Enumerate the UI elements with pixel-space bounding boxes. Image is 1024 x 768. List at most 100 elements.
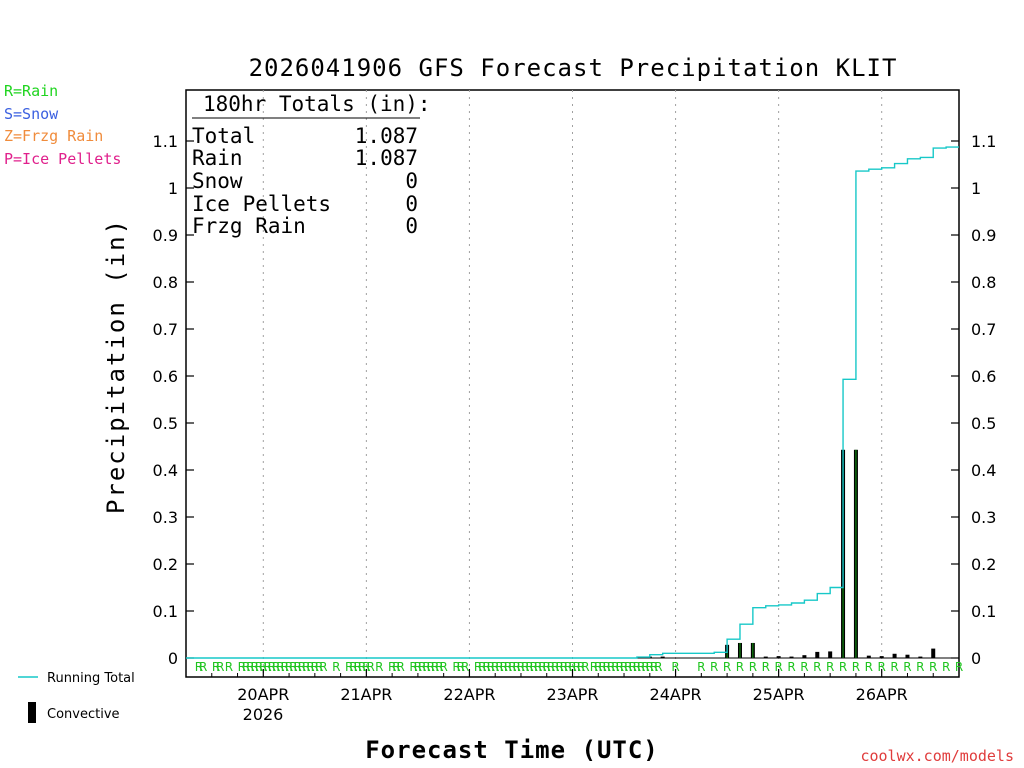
precip-type-marker: R bbox=[650, 660, 658, 674]
y-tick-label-right: 1 bbox=[971, 179, 981, 198]
precip-type-marker: R bbox=[607, 660, 615, 674]
precip-type-marker: R bbox=[594, 660, 602, 674]
precip-type-marker: R bbox=[474, 660, 482, 674]
precip-type-marker: R bbox=[564, 660, 572, 674]
convective-bar bbox=[828, 651, 833, 658]
precip-type-marker: R bbox=[238, 660, 246, 674]
y-tick-label-right: 0.1 bbox=[971, 602, 996, 621]
precip-type-marker: R bbox=[306, 660, 314, 674]
convective-bar bbox=[776, 656, 781, 658]
precip-type-marker: R bbox=[461, 660, 469, 674]
precip-type-marker: R bbox=[633, 660, 641, 674]
precip-type-marker: R bbox=[422, 660, 430, 674]
totals-header: 180hr Totals (in): bbox=[203, 92, 431, 116]
precip-type-marker: R bbox=[762, 660, 770, 674]
totals-frzg-rain-label: Frzg Rain bbox=[192, 214, 306, 238]
x-tick-label: 23APR bbox=[546, 685, 598, 704]
legend-ice-pellets: P=Ice Pellets bbox=[4, 150, 121, 168]
totals-ice-pellets-label: Ice Pellets bbox=[192, 192, 331, 216]
convective-bar bbox=[763, 656, 768, 658]
precip-type-marker: R bbox=[890, 660, 898, 674]
precip-type-marker: R bbox=[560, 660, 568, 674]
precip-type-marker: R bbox=[349, 660, 357, 674]
y-tick-label-left: 0.2 bbox=[153, 555, 178, 574]
y-tick-label-left: 1.1 bbox=[153, 132, 178, 151]
precip-type-marker: R bbox=[581, 660, 589, 674]
totals-snow-value: 0 bbox=[405, 169, 418, 193]
precip-type-marker: R bbox=[457, 660, 465, 674]
precip-type-marker: R bbox=[787, 660, 795, 674]
precip-type-marker: R bbox=[272, 660, 280, 674]
convective-bar bbox=[879, 656, 884, 658]
totals-snow-label: Snow bbox=[192, 169, 243, 193]
x-tick-label: 21APR bbox=[340, 685, 392, 704]
precip-type-marker: R bbox=[774, 660, 782, 674]
precip-type-marker: R bbox=[388, 660, 396, 674]
precip-type-marker: R bbox=[431, 660, 439, 674]
precip-type-marker: R bbox=[620, 660, 628, 674]
precip-type-marker: R bbox=[302, 660, 310, 674]
x-axis-label: Forecast Time (UTC) bbox=[365, 736, 659, 764]
y-tick-label-right: 0.4 bbox=[971, 461, 996, 480]
totals-box: 180hr Totals (in): Total 1.087 Rain 1.08… bbox=[192, 92, 431, 238]
convective-bar bbox=[892, 653, 897, 658]
precip-type-marker: R bbox=[319, 660, 327, 674]
precip-type-marker: R bbox=[637, 660, 645, 674]
precip-type-marker: R bbox=[195, 660, 203, 674]
precip-type-marker: R bbox=[723, 660, 731, 674]
x-tick-label: 24APR bbox=[650, 685, 702, 704]
totals-rain-value: 1.087 bbox=[355, 146, 418, 170]
precip-type-marker: R bbox=[225, 660, 233, 674]
precip-type-marker: R bbox=[246, 660, 254, 674]
precip-type-marker: R bbox=[216, 660, 224, 674]
y-tick-label-right: 0.6 bbox=[971, 367, 996, 386]
precip-type-marker: R bbox=[478, 660, 486, 674]
precip-type-marker: R bbox=[500, 660, 508, 674]
totals-ice-pellets-value: 0 bbox=[405, 192, 418, 216]
precip-type-marker: R bbox=[517, 660, 525, 674]
precip-type-marker: R bbox=[362, 660, 370, 674]
precip-type-marker: R bbox=[289, 660, 297, 674]
precip-type-marker: R bbox=[508, 660, 516, 674]
precip-type-marker: R bbox=[366, 660, 374, 674]
convective-bar bbox=[789, 656, 794, 658]
precip-type-marker: R bbox=[439, 660, 447, 674]
y-tick-label-left: 0.9 bbox=[153, 226, 178, 245]
precip-type-marker: R bbox=[534, 660, 542, 674]
precip-type-marker: R bbox=[573, 660, 581, 674]
x-tick-label: 25APR bbox=[753, 685, 805, 704]
precip-type-marker: R bbox=[311, 660, 319, 674]
precip-type-marker: R bbox=[212, 660, 220, 674]
x-tick-label: 26APR bbox=[856, 685, 908, 704]
convective-bar bbox=[660, 656, 665, 658]
precip-type-marker: R bbox=[852, 660, 860, 674]
precip-type-marker: R bbox=[826, 660, 834, 674]
precip-type-marker: R bbox=[903, 660, 911, 674]
convective-bar bbox=[905, 654, 910, 658]
y-tick-label-right: 0 bbox=[971, 649, 981, 668]
y-tick-label-left: 1 bbox=[168, 179, 178, 198]
y-tick-label-right: 0.8 bbox=[971, 273, 996, 292]
bottom-legend: Running Total Convective bbox=[18, 671, 135, 723]
precip-type-marker: R bbox=[955, 660, 963, 674]
precip-type-marker: R bbox=[427, 660, 435, 674]
convective-legend-swatch bbox=[28, 702, 36, 723]
precip-type-marker: R bbox=[276, 660, 284, 674]
y-axis-left: 0 0.1 0.2 0.3 0.4 0.5 0.6 0.7 0.8 0.9 1 1.1 bbox=[153, 132, 194, 668]
convective-bar bbox=[815, 651, 820, 658]
precip-type-marker: R bbox=[624, 660, 632, 674]
precip-type-marker: R bbox=[800, 660, 808, 674]
precip-type-marker: R bbox=[916, 660, 924, 674]
y-axis-label: Precipitation (in) bbox=[102, 218, 130, 514]
precip-type-marker: R bbox=[315, 660, 323, 674]
precip-type-marker: R bbox=[375, 660, 383, 674]
running-total-legend-label: Running Total bbox=[47, 671, 135, 686]
y-tick-label-left: 0.4 bbox=[153, 461, 178, 480]
precip-type-marker: R bbox=[671, 660, 679, 674]
precip-type-marker: R bbox=[397, 660, 405, 674]
precip-type-marker: R bbox=[495, 660, 503, 674]
precip-type-marker: R bbox=[414, 660, 422, 674]
precip-type-marker: R bbox=[611, 660, 619, 674]
precip-type-marker: R bbox=[263, 660, 271, 674]
